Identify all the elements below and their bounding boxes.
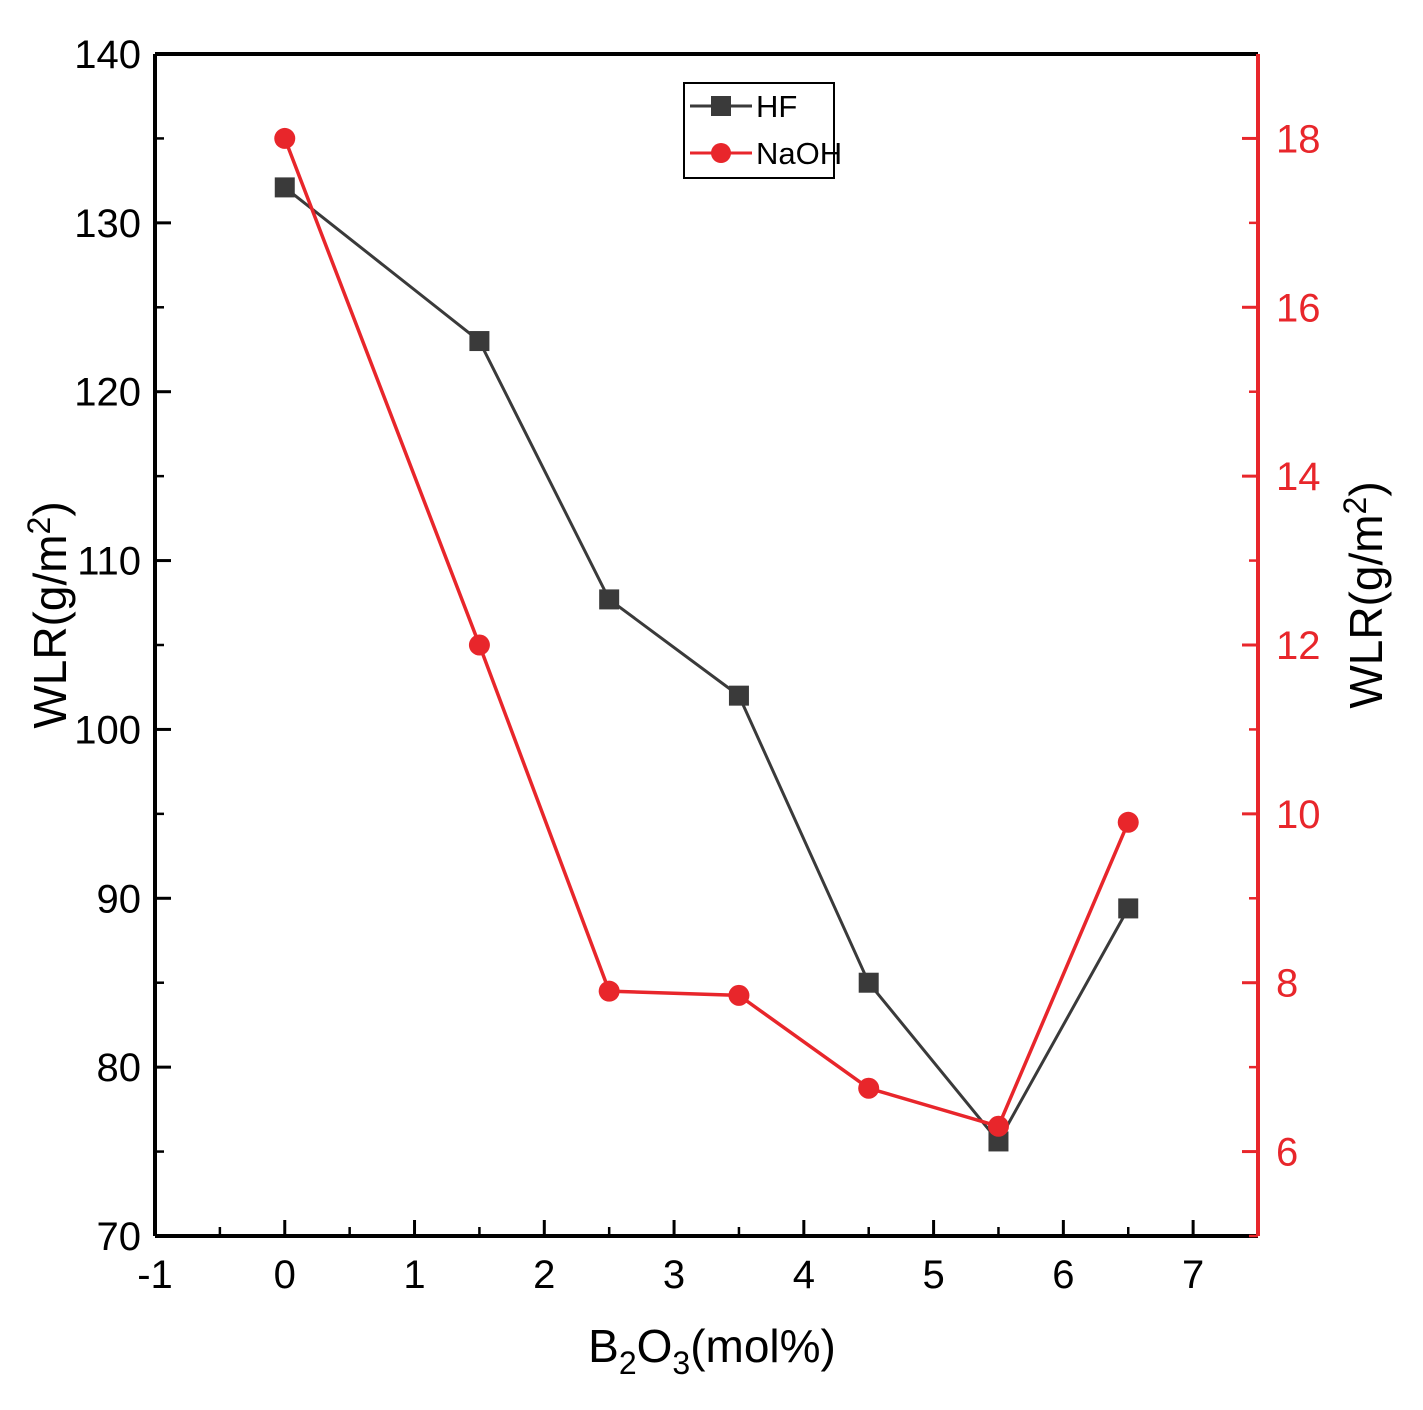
series-hf-point bbox=[274, 177, 295, 198]
y-axis-left: 70 80 90 100 110 120 130 140 WLR(g/m2) bbox=[21, 33, 171, 1259]
y-left-tick-label: 100 bbox=[74, 708, 141, 752]
series-hf-line bbox=[283, 186, 1130, 1145]
series-naoh-point bbox=[1117, 811, 1139, 833]
series-hf bbox=[274, 177, 1139, 1152]
y-right-tick-label: 14 bbox=[1276, 455, 1321, 499]
series-hf-point bbox=[728, 685, 749, 706]
y-left-tick-label: 70 bbox=[97, 1215, 142, 1259]
series-naoh bbox=[274, 127, 1139, 1137]
series-hf-point bbox=[599, 589, 620, 610]
legend-naoh-marker bbox=[711, 143, 731, 163]
x-tick-label: 2 bbox=[533, 1253, 555, 1297]
series-layer bbox=[274, 127, 1139, 1152]
y-right-axis-title: WLR(g/m2) bbox=[1337, 481, 1392, 708]
series-naoh-point bbox=[858, 1077, 880, 1099]
legend: HF NaOH bbox=[683, 82, 842, 179]
y-axis-right: 6 8 10 12 14 16 18 WLR(g/m2) bbox=[1242, 117, 1392, 1238]
x-axis-title-text: (mol%) bbox=[690, 1320, 836, 1372]
series-naoh-point bbox=[274, 127, 296, 149]
series-hf-point bbox=[469, 331, 490, 352]
legend-naoh-label: NaOH bbox=[756, 136, 842, 171]
series-hf-point bbox=[1118, 898, 1139, 919]
series-hf-point bbox=[988, 1131, 1009, 1152]
series-naoh-point bbox=[728, 984, 750, 1006]
x-axis-title-text: O bbox=[637, 1320, 673, 1372]
y-left-axis-title-superscript: 2 bbox=[21, 517, 57, 535]
x-axis-title-subscript: 3 bbox=[672, 1345, 690, 1381]
y-right-tick-label: 6 bbox=[1276, 1131, 1298, 1175]
series-naoh-point bbox=[598, 980, 620, 1002]
series-naoh-point bbox=[987, 1115, 1009, 1137]
y-right-axis-title-text: ) bbox=[1340, 481, 1392, 496]
y-right-tick-label: 12 bbox=[1276, 624, 1321, 668]
series-hf-point bbox=[858, 972, 879, 993]
x-tick-label: -1 bbox=[137, 1253, 173, 1297]
y-right-tick-label: 8 bbox=[1276, 962, 1298, 1006]
y-left-tick-label: 130 bbox=[74, 202, 141, 246]
x-tick-label: 4 bbox=[793, 1253, 815, 1297]
x-tick-label: 3 bbox=[663, 1253, 685, 1297]
x-tick-label: 1 bbox=[403, 1253, 425, 1297]
y-left-tick-label: 80 bbox=[97, 1046, 142, 1090]
y-left-tick-label: 120 bbox=[74, 371, 141, 415]
y-left-tick-label: 90 bbox=[97, 877, 142, 921]
legend-hf-label: HF bbox=[756, 89, 797, 124]
y-right-tick-label: 10 bbox=[1276, 793, 1321, 837]
y-left-tick-label: 110 bbox=[77, 540, 141, 584]
x-tick-label: 7 bbox=[1182, 1253, 1204, 1297]
x-axis-title: B2O3(mol%) bbox=[588, 1320, 836, 1381]
x-tick-label: 5 bbox=[922, 1253, 944, 1297]
y-left-axis-title-text: WLR(g/m bbox=[24, 534, 76, 728]
x-tick-label: 0 bbox=[274, 1253, 296, 1297]
y-left-axis-title: WLR(g/m2) bbox=[21, 501, 76, 728]
series-naoh-point bbox=[468, 634, 490, 656]
y-left-axis-title-text: ) bbox=[24, 501, 76, 516]
y-right-axis-title-text: WLR(g/m bbox=[1340, 514, 1392, 708]
legend-hf-marker bbox=[711, 96, 731, 116]
y-right-tick-label: 18 bbox=[1276, 117, 1321, 161]
x-axis-title-text: B bbox=[588, 1320, 619, 1372]
y-left-tick-label: 140 bbox=[74, 33, 141, 77]
y-right-axis-title-superscript: 2 bbox=[1337, 497, 1373, 515]
x-axis-title-subscript: 2 bbox=[619, 1345, 637, 1381]
x-tick-label: 6 bbox=[1052, 1253, 1074, 1297]
y-right-tick-label: 16 bbox=[1276, 286, 1321, 330]
legend-box bbox=[683, 82, 835, 179]
